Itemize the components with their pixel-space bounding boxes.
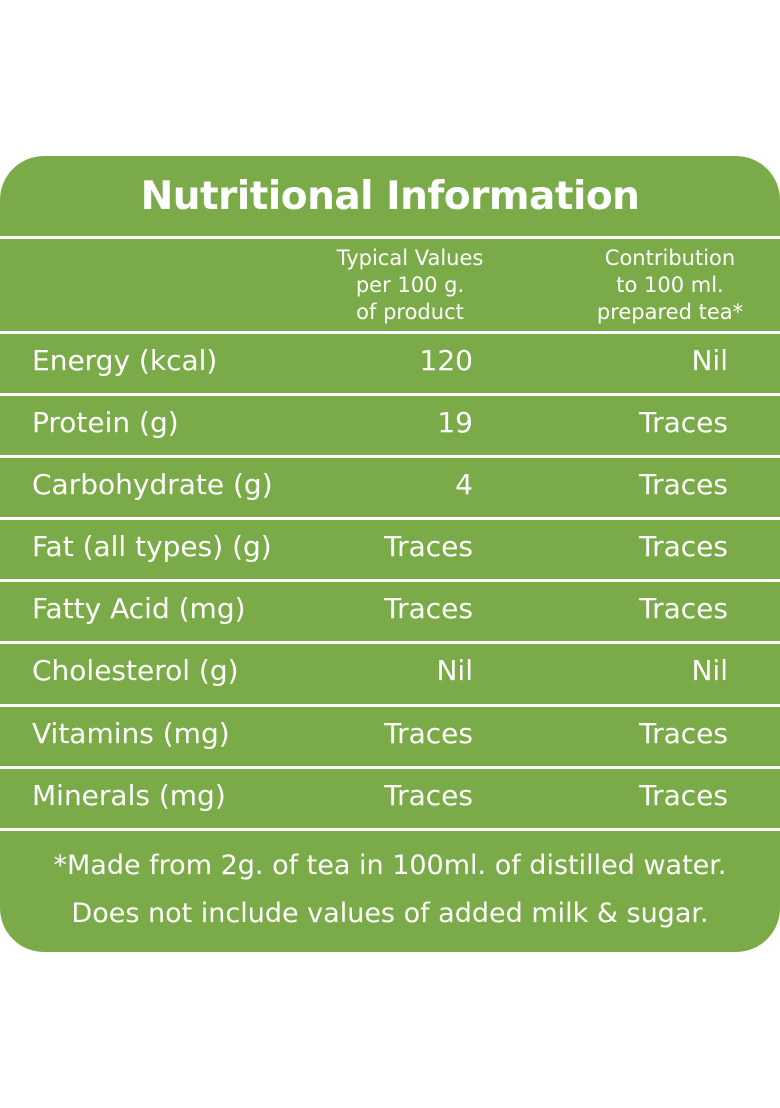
nutrient-label: Fat (all types) (g)	[32, 530, 272, 563]
nutrient-label: Carbohydrate (g)	[32, 468, 273, 501]
value-per-100g: Traces	[384, 717, 473, 750]
value-per-100g: Nil	[436, 654, 473, 687]
nutrient-label: Fatty Acid (mg)	[32, 592, 246, 625]
divider	[0, 828, 780, 831]
column-header-row: Typical Values per 100 g. of product Con…	[0, 242, 780, 328]
value-per-100g: 4	[455, 468, 473, 501]
value-per-100ml: Nil	[691, 344, 728, 377]
table-row: Vitamins (mg) Traces Traces	[0, 706, 780, 762]
value-per-100g: Traces	[384, 530, 473, 563]
column-header-per-100g: Typical Values per 100 g. of product	[336, 245, 484, 324]
table-row: Minerals (mg) Traces Traces	[0, 768, 780, 824]
value-per-100ml: Nil	[691, 654, 728, 687]
nutrient-label: Energy (kcal)	[32, 344, 218, 377]
value-per-100g: Traces	[384, 779, 473, 812]
table-row: Cholesterol (g) Nil Nil	[0, 643, 780, 699]
table-row: Carbohydrate (g) 4 Traces	[0, 457, 780, 513]
value-per-100g: Traces	[384, 592, 473, 625]
value-per-100ml: Traces	[639, 530, 728, 563]
divider	[0, 393, 780, 396]
nutrient-label: Cholesterol (g)	[32, 654, 239, 687]
value-per-100ml: Traces	[639, 468, 728, 501]
value-per-100ml: Traces	[639, 779, 728, 812]
nutrient-label: Protein (g)	[32, 406, 179, 439]
nutrient-label: Vitamins (mg)	[32, 717, 230, 750]
divider	[0, 641, 780, 644]
divider	[0, 236, 780, 239]
nutrient-label: Minerals (mg)	[32, 779, 226, 812]
divider	[0, 766, 780, 769]
panel-title: Nutritional Information	[140, 173, 640, 219]
footnote: *Made from 2g. of tea in 100ml. of disti…	[53, 850, 727, 929]
table-row: Protein (g) 19 Traces	[0, 395, 780, 451]
table-row: Fat (all types) (g) Traces Traces	[0, 519, 780, 575]
value-per-100ml: Traces	[639, 717, 728, 750]
column-header-per-100ml: Contribution to 100 ml. prepared tea*	[596, 245, 744, 324]
table-row: Energy (kcal) 120 Nil	[0, 333, 780, 389]
value-per-100ml: Traces	[639, 592, 728, 625]
divider	[0, 331, 780, 334]
divider	[0, 579, 780, 582]
value-per-100ml: Traces	[639, 406, 728, 439]
value-per-100g: 120	[419, 344, 473, 377]
divider	[0, 455, 780, 458]
divider	[0, 704, 780, 707]
table-row: Fatty Acid (mg) Traces Traces	[0, 581, 780, 637]
divider	[0, 517, 780, 520]
value-per-100g: 19	[437, 406, 473, 439]
nutrition-panel: Nutritional Information Typical Values p…	[0, 156, 780, 952]
